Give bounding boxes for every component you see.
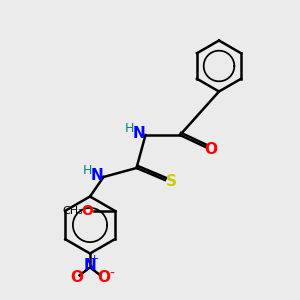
Text: CH₃: CH₃	[62, 206, 83, 216]
Text: O: O	[82, 204, 94, 218]
Text: N: N	[133, 126, 145, 141]
Text: S: S	[166, 174, 177, 189]
Text: -: -	[109, 267, 114, 280]
Text: O: O	[70, 270, 83, 285]
Text: +: +	[90, 254, 99, 264]
Text: H: H	[82, 164, 92, 177]
Text: H: H	[124, 122, 134, 135]
Text: N: N	[84, 258, 96, 273]
Text: O: O	[204, 142, 218, 158]
Text: N: N	[91, 168, 103, 183]
Text: O: O	[97, 270, 110, 285]
